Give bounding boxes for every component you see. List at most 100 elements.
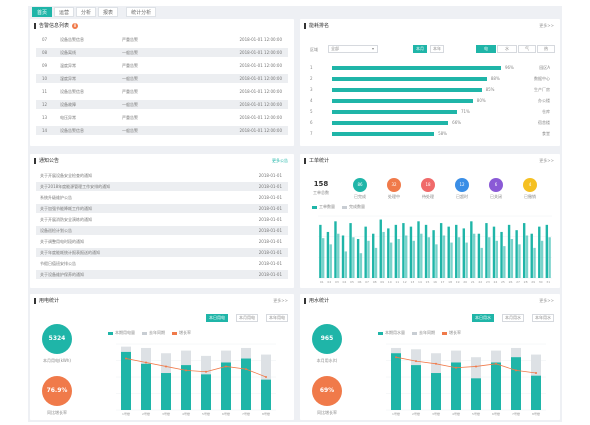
rank-number: 3 (310, 87, 313, 92)
notice-row[interactable]: 关于开展设备安全检查的通知 2018-01-01 (36, 171, 288, 180)
notice-title: 关于设备维护保养的通知 (40, 271, 84, 277)
bar-current (391, 353, 401, 410)
toggle-month-water[interactable]: 本月用水 (502, 314, 524, 322)
growth-point (225, 365, 227, 368)
x-tick-label: 27 (516, 280, 520, 284)
bar-current (221, 362, 231, 410)
work-more-link[interactable]: 更多>> (539, 158, 554, 163)
toggle-year[interactable]: 本年 (430, 45, 444, 53)
alert-row[interactable]: 11 设备告警信息 严重告警 2018-01-01 12:00:00 (36, 87, 288, 96)
alert-row[interactable]: 12 设备故障 一般告警 2018-01-01 12:00:00 (36, 100, 288, 109)
title-marker (304, 297, 306, 304)
work-stat-circle: 6 (489, 178, 503, 192)
filter-gas[interactable]: 气 (518, 45, 536, 53)
alert-row[interactable]: 07 设备告警信息 严重告警 2018-01-01 12:00:00 (36, 35, 288, 44)
filter-electric[interactable]: 电 (476, 45, 496, 53)
bar-work-done (337, 233, 340, 278)
bar-work-count (379, 219, 382, 278)
notice-title: 设备巡检计划公告 (40, 227, 72, 233)
toggle-year-electric[interactable]: 本年用电 (266, 314, 288, 322)
bar-work-done (480, 247, 483, 278)
alert-cell: 严重告警 (122, 114, 138, 120)
notice-row[interactable]: 关于年度能耗统计报表报送的通知 2018-01-01 (36, 248, 288, 257)
tab-analysis[interactable]: 分析 (76, 7, 97, 17)
bar-work-count (349, 223, 352, 278)
legend-item: 本期用水量 (378, 330, 405, 336)
electric-title: 用电统计 (39, 298, 60, 304)
bar-work-done (510, 239, 514, 278)
notice-title: 关于调整用电时段的通知 (40, 238, 84, 244)
x-tick-label: 11 (395, 280, 399, 284)
bar-work-done (329, 244, 332, 278)
x-tick-label: 10 (388, 280, 392, 284)
bar-work-count (515, 230, 518, 278)
x-tick-label: 16 (433, 280, 437, 284)
bar-current (491, 362, 501, 410)
x-tick-label: 09 (380, 280, 384, 284)
tab-report[interactable]: 报表 (98, 7, 119, 17)
bar-work-done (344, 251, 348, 278)
alert-row[interactable]: 08 设备离线 一般告警 2018-01-01 12:00:00 (36, 48, 288, 57)
x-tick-label: 31 (546, 280, 550, 284)
alert-row[interactable]: 14 设备告警信息 一般告警 2018-01-01 12:00:00 (36, 126, 288, 135)
legend-item: 去年同期 (142, 330, 165, 336)
alert-cell: 设备告警信息 (60, 127, 84, 133)
water-kpi-circle: 965 (312, 324, 342, 354)
bar-current (141, 363, 151, 410)
notice-row[interactable]: 节假日值班安排公告 2018-01-01 (36, 259, 288, 268)
legend-item: 本期用电量 (108, 330, 135, 336)
growth-point (185, 369, 187, 372)
work-legend: 工单数量 完成数量 (312, 204, 365, 210)
x-tick-label: 19 (456, 280, 460, 284)
notice-row[interactable]: 关于设备维护保养的通知 2018-01-01 (36, 270, 288, 279)
rank-name: 生产厂房 (534, 87, 550, 92)
toggle-month[interactable]: 本月 (413, 45, 427, 53)
notice-row[interactable]: 设备巡检计划公告 2018-01-01 (36, 226, 288, 235)
bar-work-count (485, 223, 488, 278)
water-growth-circle: 69% (312, 376, 342, 406)
x-tick-label: 20 (463, 280, 467, 284)
rank-bar (332, 77, 487, 81)
bar-current (261, 379, 271, 410)
filter-heat[interactable]: 热 (537, 45, 555, 53)
notice-row[interactable]: 关于加强节能降耗工作的通知 2018-01-01 (36, 204, 288, 213)
toggle-day-water[interactable]: 本日用水 (472, 314, 494, 322)
tab-home[interactable]: 首页 (32, 7, 53, 17)
region-select[interactable]: 全部 ▾ (328, 45, 378, 53)
notice-date: 2018-01-01 (258, 173, 282, 178)
ranking-more-link[interactable]: 更多>> (539, 23, 554, 28)
tab-statistics[interactable]: 统计分析 (126, 7, 157, 17)
toggle-day-electric[interactable]: 本日用电 (206, 314, 228, 322)
growth-point (455, 366, 457, 369)
alert-cell: 设备故障 (60, 101, 76, 107)
alert-row[interactable]: 10 湿度异常 一般告警 2018-01-01 12:00:00 (36, 74, 288, 83)
alert-cell: 2018-01-01 12:00:00 (239, 76, 282, 81)
filter-water[interactable]: 水 (497, 45, 517, 53)
alert-cell: 湿度异常 (60, 75, 76, 81)
alert-cell: 10 (42, 76, 48, 81)
water-more-link[interactable]: 更多>> (539, 298, 554, 303)
notice-title: 关于开展消防安全演练的通知 (40, 216, 92, 222)
alert-cell: 2018-01-01 12:00:00 (239, 102, 282, 107)
legend-item: 完成数量 (342, 204, 365, 210)
toggle-month-electric[interactable]: 本月用电 (236, 314, 258, 322)
alert-cell: 一般告警 (122, 127, 138, 133)
tab-operation[interactable]: 运营 (54, 7, 75, 17)
notice-row[interactable]: 系统升级维护公告 2018-01-01 (36, 193, 288, 202)
notice-row[interactable]: 关于调整用电时段的通知 2018-01-01 (36, 237, 288, 246)
rank-bar (332, 88, 482, 92)
legend-item: 增长率 (172, 330, 191, 336)
notices-more-link[interactable]: 更多公告 (272, 158, 288, 163)
x-tick-label: 01 (320, 280, 324, 284)
growth-point (245, 368, 247, 371)
bar-work-count (387, 228, 390, 278)
alert-row[interactable]: 13 电压异常 严重告警 2018-01-01 12:00:00 (36, 113, 288, 122)
electric-more-link[interactable]: 更多>> (273, 298, 288, 303)
bar-work-count (356, 239, 360, 278)
alert-row[interactable]: 09 温度异常 严重告警 2018-01-01 12:00:00 (36, 61, 288, 70)
toggle-year-water[interactable]: 本年用水 (532, 314, 554, 322)
rank-name: 园区A (539, 65, 550, 70)
notice-row[interactable]: 关于2018年度能源管理工作安排的通知 2018-01-01 (36, 182, 288, 191)
bar-current (201, 374, 211, 410)
notice-row[interactable]: 关于开展消防安全演练的通知 2018-01-01 (36, 215, 288, 224)
